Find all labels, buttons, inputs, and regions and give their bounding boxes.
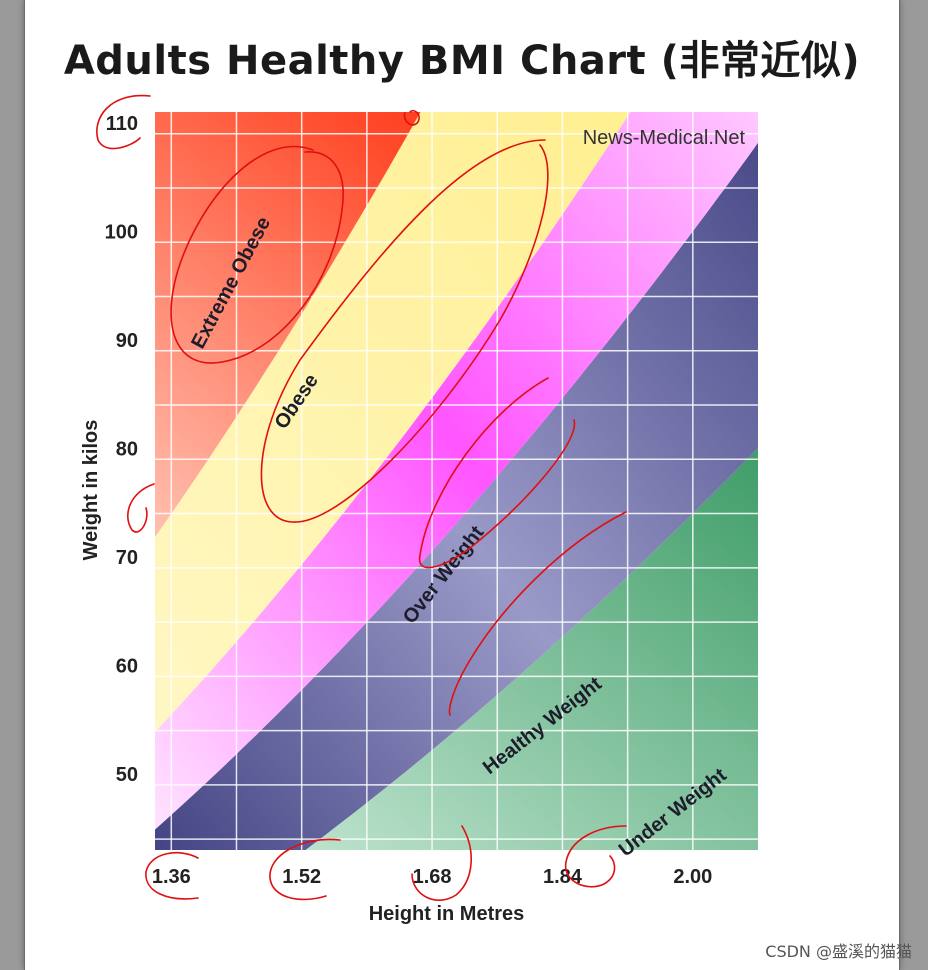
y-tick-label: 70	[116, 547, 138, 569]
zone-areas	[155, 112, 758, 850]
y-tick-label: 90	[116, 330, 138, 352]
y-tick-label: 80	[116, 438, 138, 460]
chart-title: Adults Healthy BMI Chart (非常近似)	[63, 38, 861, 84]
x-tick-label: 1.84	[543, 866, 583, 888]
zone-under-weight	[305, 448, 758, 850]
x-tick-label: 2.00	[673, 866, 712, 888]
zone-obese	[155, 112, 631, 733]
x-tick-label: 1.36	[152, 866, 191, 888]
annotation-stroke	[170, 145, 344, 364]
x-tick-label: 1.52	[282, 866, 321, 888]
zone-healthy-weight	[155, 142, 758, 850]
annotation-stroke	[260, 139, 549, 523]
y-tick-label: 110	[106, 113, 138, 135]
annotation-stroke	[418, 377, 576, 569]
credit-watermark: CSDN @盛溪的猫猫	[765, 942, 912, 961]
annotation-stroke	[96, 94, 151, 150]
annotation-stroke	[269, 838, 341, 901]
annotation-stroke	[411, 825, 472, 901]
annotation-stroke	[145, 851, 199, 900]
y-axis-title: Weight in kilos	[80, 420, 102, 561]
hand-annotations	[96, 94, 627, 901]
y-tick-label: 50	[116, 764, 138, 786]
source-watermark: News-Medical.Net	[583, 127, 746, 149]
annotation-stroke	[403, 109, 420, 126]
x-tick-label: 1.68	[413, 866, 452, 888]
annotation-stroke	[127, 483, 155, 533]
x-axis-title: Height in Metres	[369, 903, 525, 925]
y-tick-label: 60	[116, 656, 138, 678]
grid-lines	[155, 112, 758, 850]
y-tick-label: 100	[105, 221, 138, 243]
annotation-stroke	[564, 825, 627, 888]
zone-over-weight	[155, 112, 758, 830]
annotation-stroke	[448, 511, 627, 716]
